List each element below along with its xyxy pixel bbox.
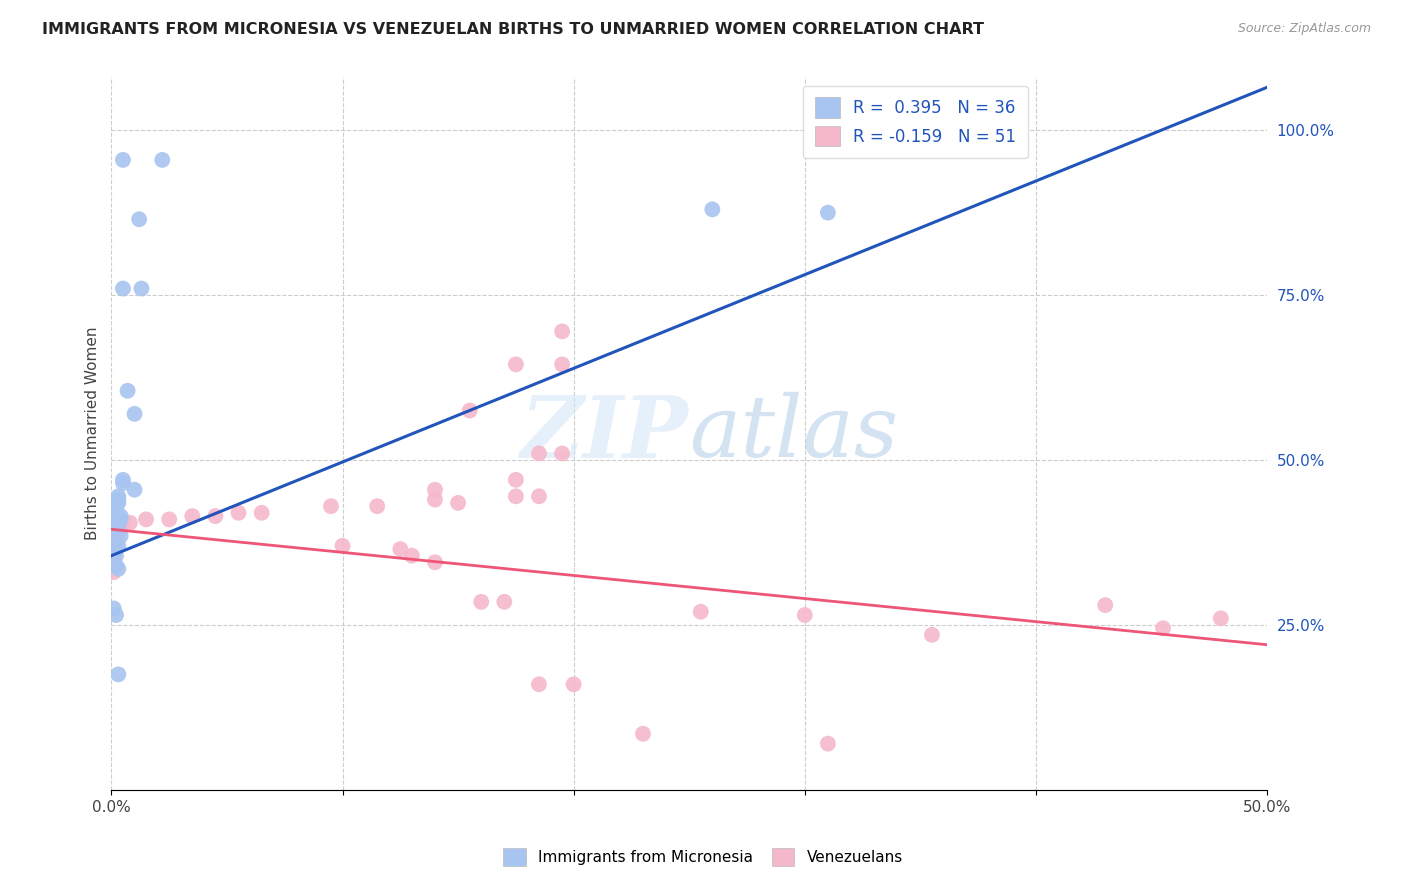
Point xyxy=(423,492,446,507)
Point xyxy=(181,509,204,524)
Point xyxy=(107,492,129,507)
Point xyxy=(103,553,125,567)
Point xyxy=(470,595,492,609)
Point xyxy=(250,506,273,520)
Point xyxy=(124,483,146,497)
Point xyxy=(423,483,446,497)
Point xyxy=(105,549,128,563)
Text: IMMIGRANTS FROM MICRONESIA VS VENEZUELAN BIRTHS TO UNMARRIED WOMEN CORRELATION C: IMMIGRANTS FROM MICRONESIA VS VENEZUELAN… xyxy=(42,22,984,37)
Point xyxy=(817,205,839,219)
Point xyxy=(551,357,574,371)
Point xyxy=(105,608,128,623)
Point xyxy=(111,153,134,167)
Point xyxy=(103,558,125,573)
Point xyxy=(458,403,481,417)
Point xyxy=(103,532,125,546)
Point xyxy=(1152,621,1174,635)
Point xyxy=(103,601,125,615)
Point xyxy=(105,558,128,573)
Point xyxy=(505,473,527,487)
Text: atlas: atlas xyxy=(689,392,898,475)
Point xyxy=(689,605,711,619)
Point xyxy=(107,519,129,533)
Point xyxy=(401,549,423,563)
Point xyxy=(105,529,128,543)
Point xyxy=(527,677,550,691)
Point xyxy=(332,539,354,553)
Point xyxy=(366,499,388,513)
Point xyxy=(157,512,180,526)
Point xyxy=(118,516,141,530)
Point xyxy=(107,539,129,553)
Point xyxy=(105,499,128,513)
Point xyxy=(103,542,125,557)
Point xyxy=(817,737,839,751)
Point xyxy=(107,519,129,533)
Point xyxy=(228,506,250,520)
Legend: Immigrants from Micronesia, Venezuelans: Immigrants from Micronesia, Venezuelans xyxy=(494,838,912,875)
Point xyxy=(111,516,134,530)
Point xyxy=(562,677,585,691)
Point xyxy=(204,509,226,524)
Text: ZIP: ZIP xyxy=(522,392,689,475)
Point xyxy=(551,446,574,460)
Point xyxy=(551,325,574,339)
Point xyxy=(103,522,125,536)
Point xyxy=(389,542,412,557)
Point xyxy=(103,539,125,553)
Point xyxy=(135,512,157,526)
Point xyxy=(702,202,724,217)
Point xyxy=(631,727,654,741)
Point xyxy=(793,608,815,623)
Legend: R =  0.395   N = 36, R = -0.159   N = 51: R = 0.395 N = 36, R = -0.159 N = 51 xyxy=(803,86,1028,158)
Point xyxy=(105,516,128,530)
Point xyxy=(921,628,943,642)
Point xyxy=(105,502,128,516)
Point xyxy=(105,535,128,549)
Point xyxy=(107,562,129,576)
Point xyxy=(494,595,516,609)
Point xyxy=(107,667,129,681)
Point xyxy=(105,525,128,540)
Point xyxy=(103,509,125,524)
Point xyxy=(105,506,128,520)
Point xyxy=(505,489,527,503)
Point xyxy=(110,529,132,543)
Point xyxy=(107,489,129,503)
Point xyxy=(111,281,134,295)
Point xyxy=(111,476,134,491)
Point xyxy=(107,496,129,510)
Point xyxy=(128,212,150,227)
Point xyxy=(103,565,125,579)
Point xyxy=(103,525,125,540)
Point xyxy=(131,281,153,295)
Point xyxy=(447,496,470,510)
Y-axis label: Births to Unmarried Women: Births to Unmarried Women xyxy=(86,326,100,541)
Point xyxy=(527,446,550,460)
Point xyxy=(110,522,132,536)
Point xyxy=(423,555,446,569)
Point xyxy=(319,499,342,513)
Point xyxy=(103,549,125,563)
Point xyxy=(103,545,125,559)
Text: Source: ZipAtlas.com: Source: ZipAtlas.com xyxy=(1237,22,1371,36)
Point xyxy=(103,545,125,559)
Point xyxy=(527,489,550,503)
Point xyxy=(117,384,139,398)
Point xyxy=(103,535,125,549)
Point xyxy=(110,509,132,524)
Point xyxy=(1209,611,1232,625)
Point xyxy=(505,357,527,371)
Point xyxy=(1094,598,1116,612)
Point xyxy=(124,407,146,421)
Point xyxy=(103,506,125,520)
Point xyxy=(150,153,173,167)
Point xyxy=(110,512,132,526)
Point xyxy=(111,473,134,487)
